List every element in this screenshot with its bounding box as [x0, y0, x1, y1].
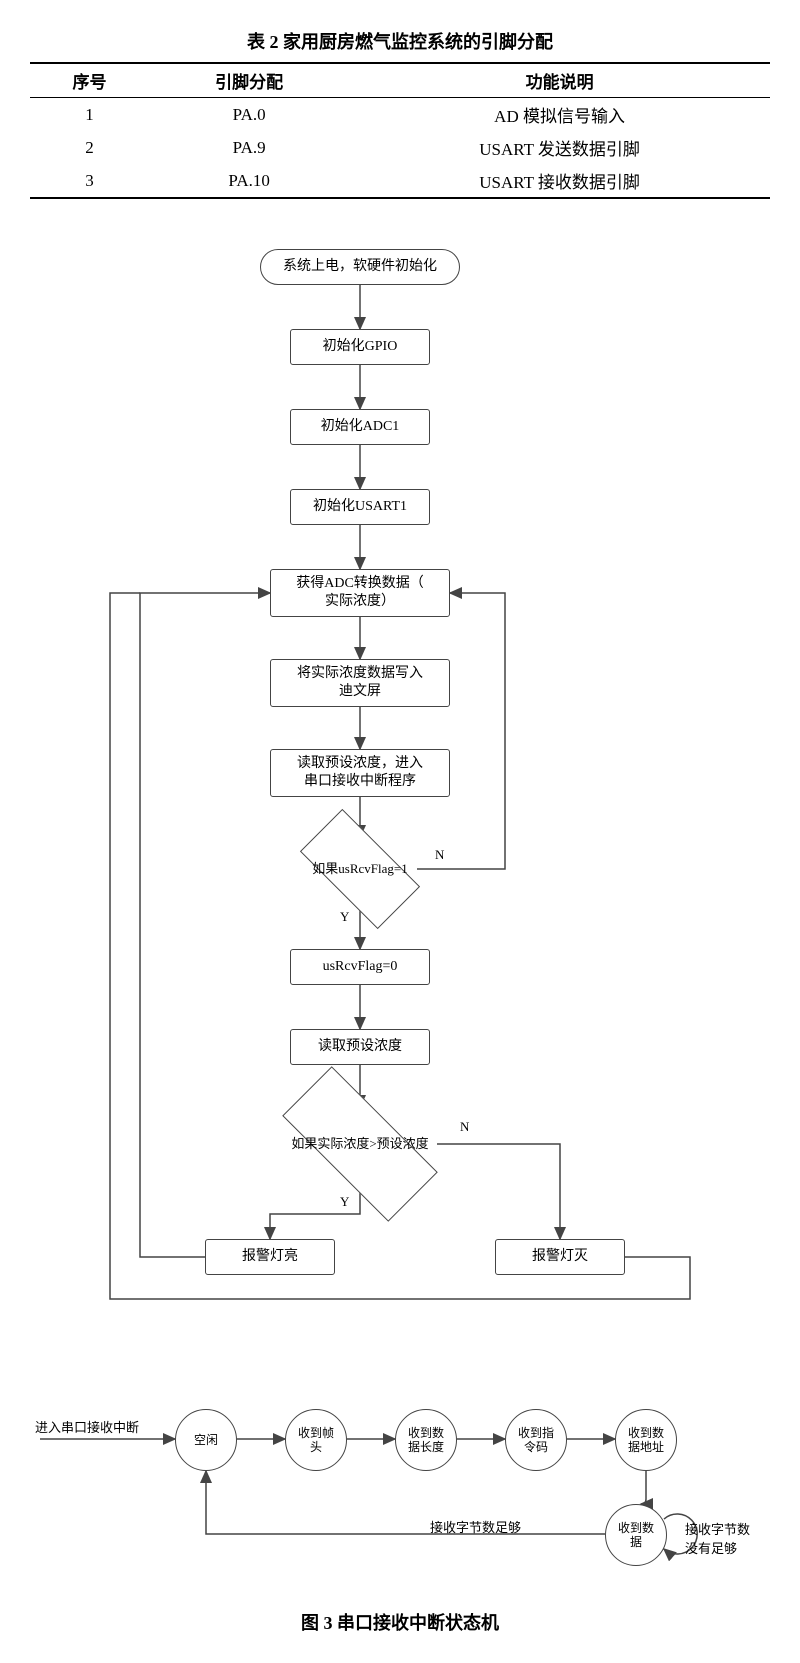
flow-decision: 如果usRcvFlag=1 [305, 839, 415, 899]
flow-edge-label: Y [340, 909, 349, 925]
sm-state: 收到数 据地址 [615, 1409, 677, 1471]
col-header-2: 功能说明 [349, 63, 770, 98]
flow-process: 初始化GPIO [290, 329, 430, 365]
flow-process: 将实际浓度数据写入 迪文屏 [270, 659, 450, 707]
flow-process: 报警灯灭 [495, 1239, 625, 1275]
sm-entry-label: 进入串口接收中断 [35, 1417, 139, 1436]
col-header-0: 序号 [30, 63, 149, 98]
table-row: 1 PA.0 AD 模拟信号输入 [30, 98, 770, 132]
flow-edge-label: Y [340, 1194, 349, 1210]
flow-process: 获得ADC转换数据（ 实际浓度） [270, 569, 450, 617]
sm-state: 收到指 令码 [505, 1409, 567, 1471]
pin-allocation-table: 序号 引脚分配 功能说明 1 PA.0 AD 模拟信号输入 2 PA.9 USA… [30, 62, 770, 199]
sm-state: 收到数 据 [605, 1504, 667, 1566]
flow-process: 报警灯亮 [205, 1239, 335, 1275]
sm-state: 收到数 据长度 [395, 1409, 457, 1471]
flow-terminator: 系统上电，软硬件初始化 [260, 249, 460, 285]
col-header-1: 引脚分配 [149, 63, 349, 98]
flow-process: 读取预设浓度 [290, 1029, 430, 1065]
figure-title: 图 3 串口接收中断状态机 [30, 1609, 770, 1635]
sm-state: 空闲 [175, 1409, 237, 1471]
flow-process: 初始化ADC1 [290, 409, 430, 445]
flow-process: 初始化USART1 [290, 489, 430, 525]
table-row: 3 PA.10 USART 接收数据引脚 [30, 164, 770, 198]
flow-process: 读取预设浓度，进入 串口接收中断程序 [270, 749, 450, 797]
table-title: 表 2 家用厨房燃气监控系统的引脚分配 [30, 28, 770, 54]
state-machine-diagram: 进入串口接收中断 空闲收到帧 头收到数 据长度收到指 令码收到数 据地址收到数 据… [30, 1379, 770, 1599]
sm-edge-label: 接收字节数 没有足够 [685, 1519, 750, 1557]
sm-edge-label: 接收字节数足够 [430, 1517, 521, 1536]
sm-state: 收到帧 头 [285, 1409, 347, 1471]
flow-decision: 如果实际浓度>预设浓度 [285, 1109, 435, 1179]
flow-process: usRcvFlag=0 [290, 949, 430, 985]
main-flowchart: 系统上电，软硬件初始化初始化GPIO 初始化ADC1 初始化USART1 获得ADC转… [30, 239, 770, 1359]
table-row: 2 PA.9 USART 发送数据引脚 [30, 131, 770, 164]
